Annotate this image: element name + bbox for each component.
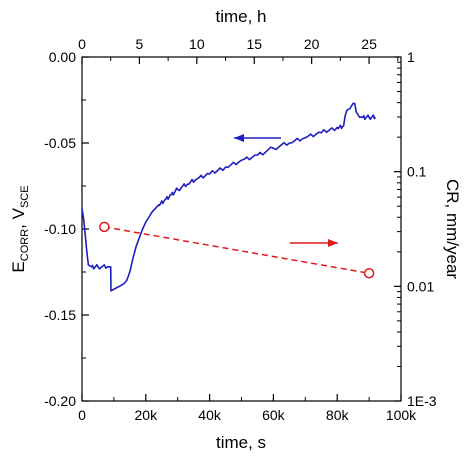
cr-series-line bbox=[104, 226, 370, 275]
cr-series-point bbox=[99, 221, 110, 233]
ecorr-series-line bbox=[81, 102, 377, 292]
plot-area bbox=[81, 56, 402, 402]
bottom-axis-title: time, s bbox=[216, 433, 266, 452]
right-tick-label: 1 bbox=[407, 49, 415, 65]
annotation-layer bbox=[234, 134, 338, 247]
bottom-tick-label: 20k bbox=[135, 407, 159, 423]
left-axis-title-sub1: CORR bbox=[19, 229, 31, 261]
tick-labels-layer: 0 20k 40k 60k 80k 100k 0 5 10 15 20 25 0.00 -0.05 -0.1… bbox=[44, 36, 437, 423]
right-axis-title: CR, mm/year bbox=[443, 179, 462, 279]
left-tick-label: 0.00 bbox=[49, 49, 76, 65]
left-axis-title-sub2: SCE bbox=[19, 185, 31, 208]
left-tick-label: -0.10 bbox=[44, 221, 76, 237]
ticks-layer bbox=[81, 56, 402, 402]
ecorr-arrow bbox=[234, 134, 281, 142]
left-tick-label: -0.05 bbox=[44, 135, 76, 151]
cr-arrow bbox=[290, 239, 338, 247]
left-axis-title: ECORR, VSCE bbox=[9, 185, 31, 272]
left-tick-label: -0.15 bbox=[44, 307, 76, 323]
top-tick-label: 0 bbox=[78, 36, 86, 52]
top-tick-label: 20 bbox=[304, 36, 320, 52]
top-tick-label: 25 bbox=[361, 36, 377, 52]
right-tick-label: 0.1 bbox=[407, 164, 427, 180]
top-tick-label: 10 bbox=[189, 36, 205, 52]
bottom-tick-label: 80k bbox=[326, 407, 350, 423]
left-axis-title-mid: , V bbox=[9, 207, 28, 228]
bottom-tick-label: 60k bbox=[262, 407, 286, 423]
series-layer bbox=[81, 102, 377, 292]
left-tick-label: -0.20 bbox=[44, 393, 76, 409]
top-axis-title: time, h bbox=[215, 7, 266, 26]
cr-series-point bbox=[363, 268, 375, 279]
right-tick-label: 1E-3 bbox=[407, 393, 437, 409]
top-tick-label: 5 bbox=[136, 36, 144, 52]
bottom-tick-label: 0 bbox=[78, 407, 86, 423]
bottom-tick-label: 100k bbox=[386, 407, 417, 423]
right-tick-label: 0.01 bbox=[407, 278, 434, 294]
left-axis-title-main: E bbox=[9, 261, 28, 272]
top-tick-label: 15 bbox=[246, 36, 262, 52]
bottom-tick-label: 40k bbox=[198, 407, 222, 423]
